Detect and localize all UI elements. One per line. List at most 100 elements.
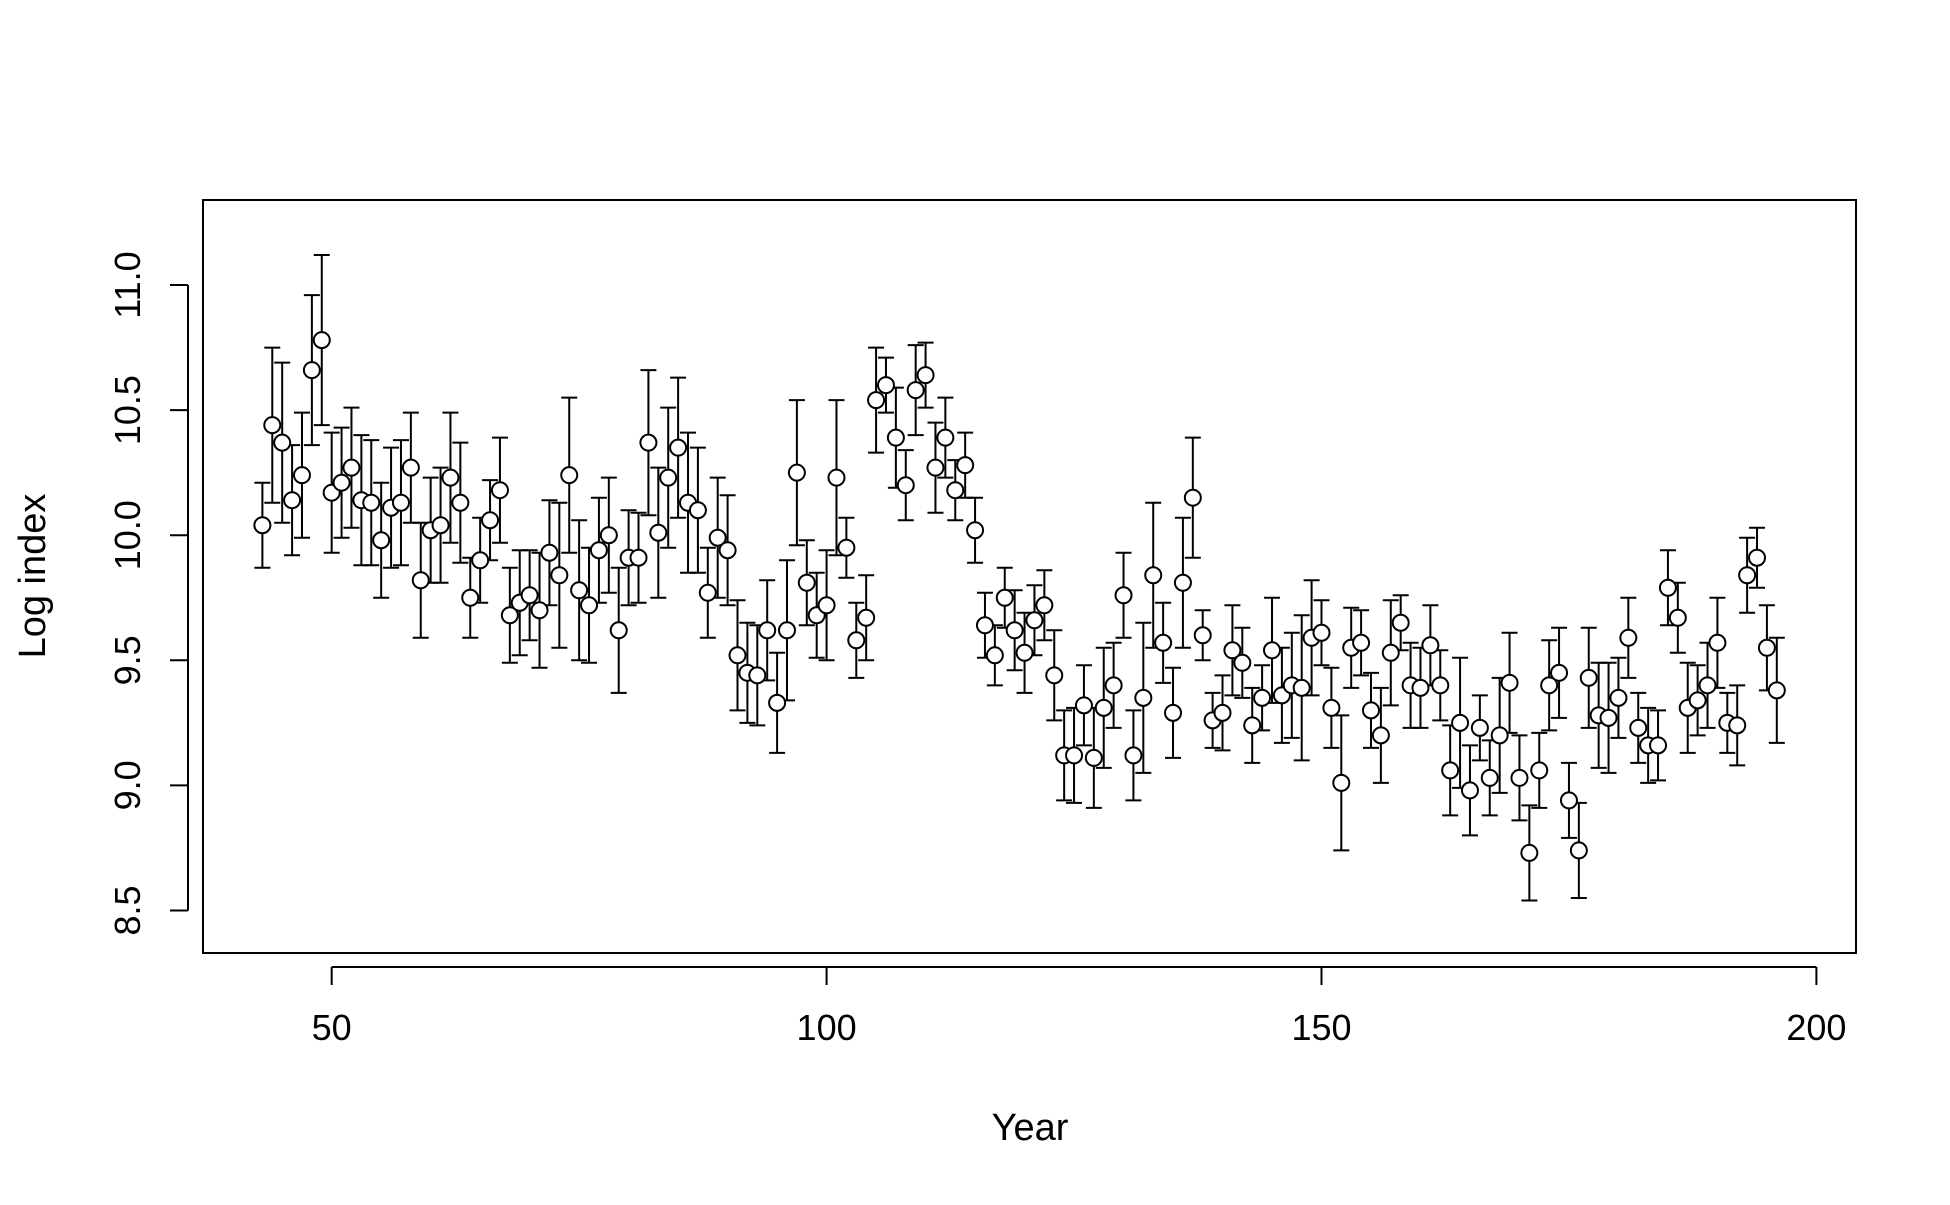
data-point [1530, 761, 1549, 780]
data-point [342, 458, 361, 477]
data-point [669, 438, 688, 457]
data-point [1748, 548, 1767, 567]
data-point [481, 511, 500, 530]
data-point [708, 528, 727, 547]
data-point [263, 416, 282, 435]
x-tick-label: 100 [797, 1007, 857, 1048]
data-point [1441, 761, 1460, 780]
data-point [1134, 688, 1153, 707]
data-point [1728, 716, 1747, 735]
data-point [1550, 663, 1569, 682]
data-point [1223, 641, 1242, 660]
data-point [1144, 566, 1163, 585]
data-point [1757, 638, 1776, 657]
data-points [253, 331, 1786, 862]
data-point [1243, 716, 1262, 735]
data-point [283, 491, 302, 510]
data-point [599, 526, 618, 545]
data-point [827, 468, 846, 487]
data-point [292, 466, 311, 485]
data-point [1104, 676, 1123, 695]
data-point [1094, 698, 1113, 717]
data-point [629, 548, 648, 567]
data-point [1352, 633, 1371, 652]
data-point [768, 693, 787, 712]
data-point [1510, 768, 1529, 787]
y-tick-label: 8.5 [107, 885, 148, 935]
data-point [649, 523, 668, 542]
y-axis: 8.5 9.0 9.5 10.0 10.5 11.0 [107, 251, 189, 935]
data-point [1322, 698, 1341, 717]
data-point [1470, 718, 1489, 737]
data-point [540, 543, 559, 562]
data-point [956, 456, 975, 475]
data-point [1629, 718, 1648, 737]
y-tick-label: 10.5 [107, 375, 148, 445]
data-point [1332, 773, 1351, 792]
data-point [1500, 673, 1519, 692]
error-bars [254, 254, 1785, 902]
y-tick-label: 11.0 [107, 251, 148, 318]
data-point [1035, 596, 1054, 615]
data-point [302, 361, 321, 380]
data-point [1411, 678, 1430, 697]
data-point [332, 473, 351, 492]
data-point [777, 621, 796, 640]
y-tick-label: 9.5 [107, 635, 148, 685]
data-point [431, 516, 450, 535]
data-point [471, 551, 490, 570]
data-point [728, 646, 747, 665]
data-point [1540, 676, 1559, 695]
x-tick-label: 150 [1291, 1007, 1351, 1048]
data-point [1421, 636, 1440, 655]
data-point [451, 493, 470, 512]
data-point [1619, 628, 1638, 647]
data-point [1431, 676, 1450, 695]
data-point [1154, 633, 1173, 652]
data-point [1371, 726, 1390, 745]
data-point [1490, 726, 1509, 745]
x-tick-label: 50 [312, 1007, 352, 1048]
data-point [550, 566, 569, 585]
data-point [1579, 668, 1598, 687]
data-point [936, 428, 955, 447]
plot-box [202, 199, 1857, 954]
data-point [1173, 573, 1192, 592]
data-point [1649, 736, 1668, 755]
data-point [609, 621, 628, 640]
x-axis-label: Year [992, 1107, 1069, 1149]
data-point [520, 586, 539, 605]
data-point [570, 581, 589, 600]
data-point [530, 601, 549, 620]
data-point [312, 331, 331, 350]
data-point [1698, 676, 1717, 695]
data-point [500, 606, 519, 625]
data-point [1213, 703, 1232, 722]
data-point [1233, 653, 1252, 672]
data-point [1609, 688, 1628, 707]
data-point [461, 588, 480, 607]
data-point [639, 433, 658, 452]
data-point [1738, 566, 1757, 585]
data-point [916, 366, 935, 385]
data-point [1668, 608, 1687, 627]
data-point [1084, 748, 1103, 767]
data-point [1460, 781, 1479, 800]
data-point [372, 531, 391, 550]
x-axis: 50 100 150 200 [312, 966, 1846, 1048]
data-point [748, 666, 767, 685]
data-point [580, 596, 599, 615]
data-point [1312, 623, 1331, 642]
data-point [1114, 586, 1133, 605]
data-point [253, 516, 272, 535]
data-point [946, 481, 965, 500]
data-point [362, 493, 381, 512]
data-point [995, 588, 1014, 607]
data-point [876, 376, 895, 395]
data-point [758, 621, 777, 640]
data-point [589, 541, 608, 560]
y-tick-label: 10.0 [107, 500, 148, 570]
data-point [698, 583, 717, 602]
y-tick-label: 9.0 [107, 760, 148, 810]
